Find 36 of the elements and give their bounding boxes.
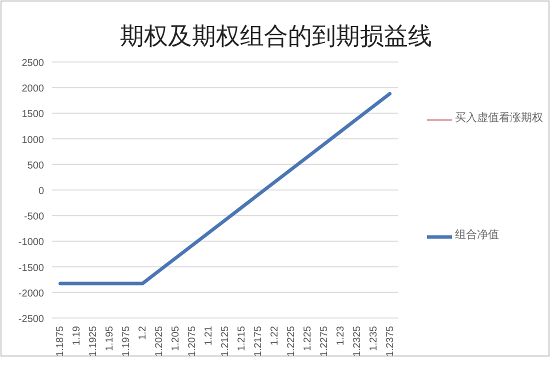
- y-tick-label: 0: [38, 186, 44, 197]
- chart-title: 期权及期权组合的到期损益线: [120, 24, 432, 50]
- x-tick-label: 1.205: [170, 326, 182, 352]
- x-tick-label: 1.1925: [88, 326, 100, 357]
- line-series: [58, 92, 392, 286]
- x-tick-label: 1.235: [368, 326, 380, 352]
- x-tick-label: 1.2225: [286, 326, 297, 357]
- x-tick-label: 1.23: [335, 326, 346, 346]
- x-tick-label: 1.1875: [55, 326, 66, 357]
- y-tick-label: -2500: [18, 314, 44, 325]
- x-tick-label: 1.225: [302, 326, 314, 352]
- y-tick-label: 2000: [22, 84, 44, 95]
- y-tick-label: -1500: [18, 262, 44, 274]
- x-tick-label: 1.2275: [318, 326, 330, 357]
- x-tick-label: 1.2125: [220, 326, 231, 357]
- y-tick-label: 2500: [22, 58, 44, 69]
- x-tick-label: 1.2375: [384, 326, 396, 357]
- x-tick-label: 1.2: [138, 326, 149, 340]
- x-tick-label: 1.2075: [187, 326, 198, 357]
- y-tick-label: -500: [24, 212, 44, 223]
- y-tick-label: 500: [27, 160, 44, 172]
- x-tick-label: 1.1975: [121, 326, 132, 357]
- legend-label: 组合净值: [455, 229, 500, 242]
- y-tick-label: -1000: [18, 237, 44, 248]
- x-tick-label: 1.2025: [154, 326, 166, 357]
- x-tick-label: 1.2175: [252, 326, 264, 357]
- x-tick-label: 1.21: [204, 326, 215, 346]
- y-tick-label: 1500: [22, 109, 44, 120]
- y-tick-label: 1000: [22, 134, 44, 146]
- x-tick-label: 1.19: [72, 326, 83, 346]
- x-tick-label: 1.215: [236, 326, 248, 352]
- x-tick-label: 1.22: [269, 326, 280, 346]
- legend-label: 买入虚值看涨期权: [455, 112, 544, 125]
- y-tick-label: -2000: [18, 288, 44, 300]
- x-tick-label: 1.195: [104, 326, 116, 352]
- x-tick-label: 1.2325: [352, 326, 363, 357]
